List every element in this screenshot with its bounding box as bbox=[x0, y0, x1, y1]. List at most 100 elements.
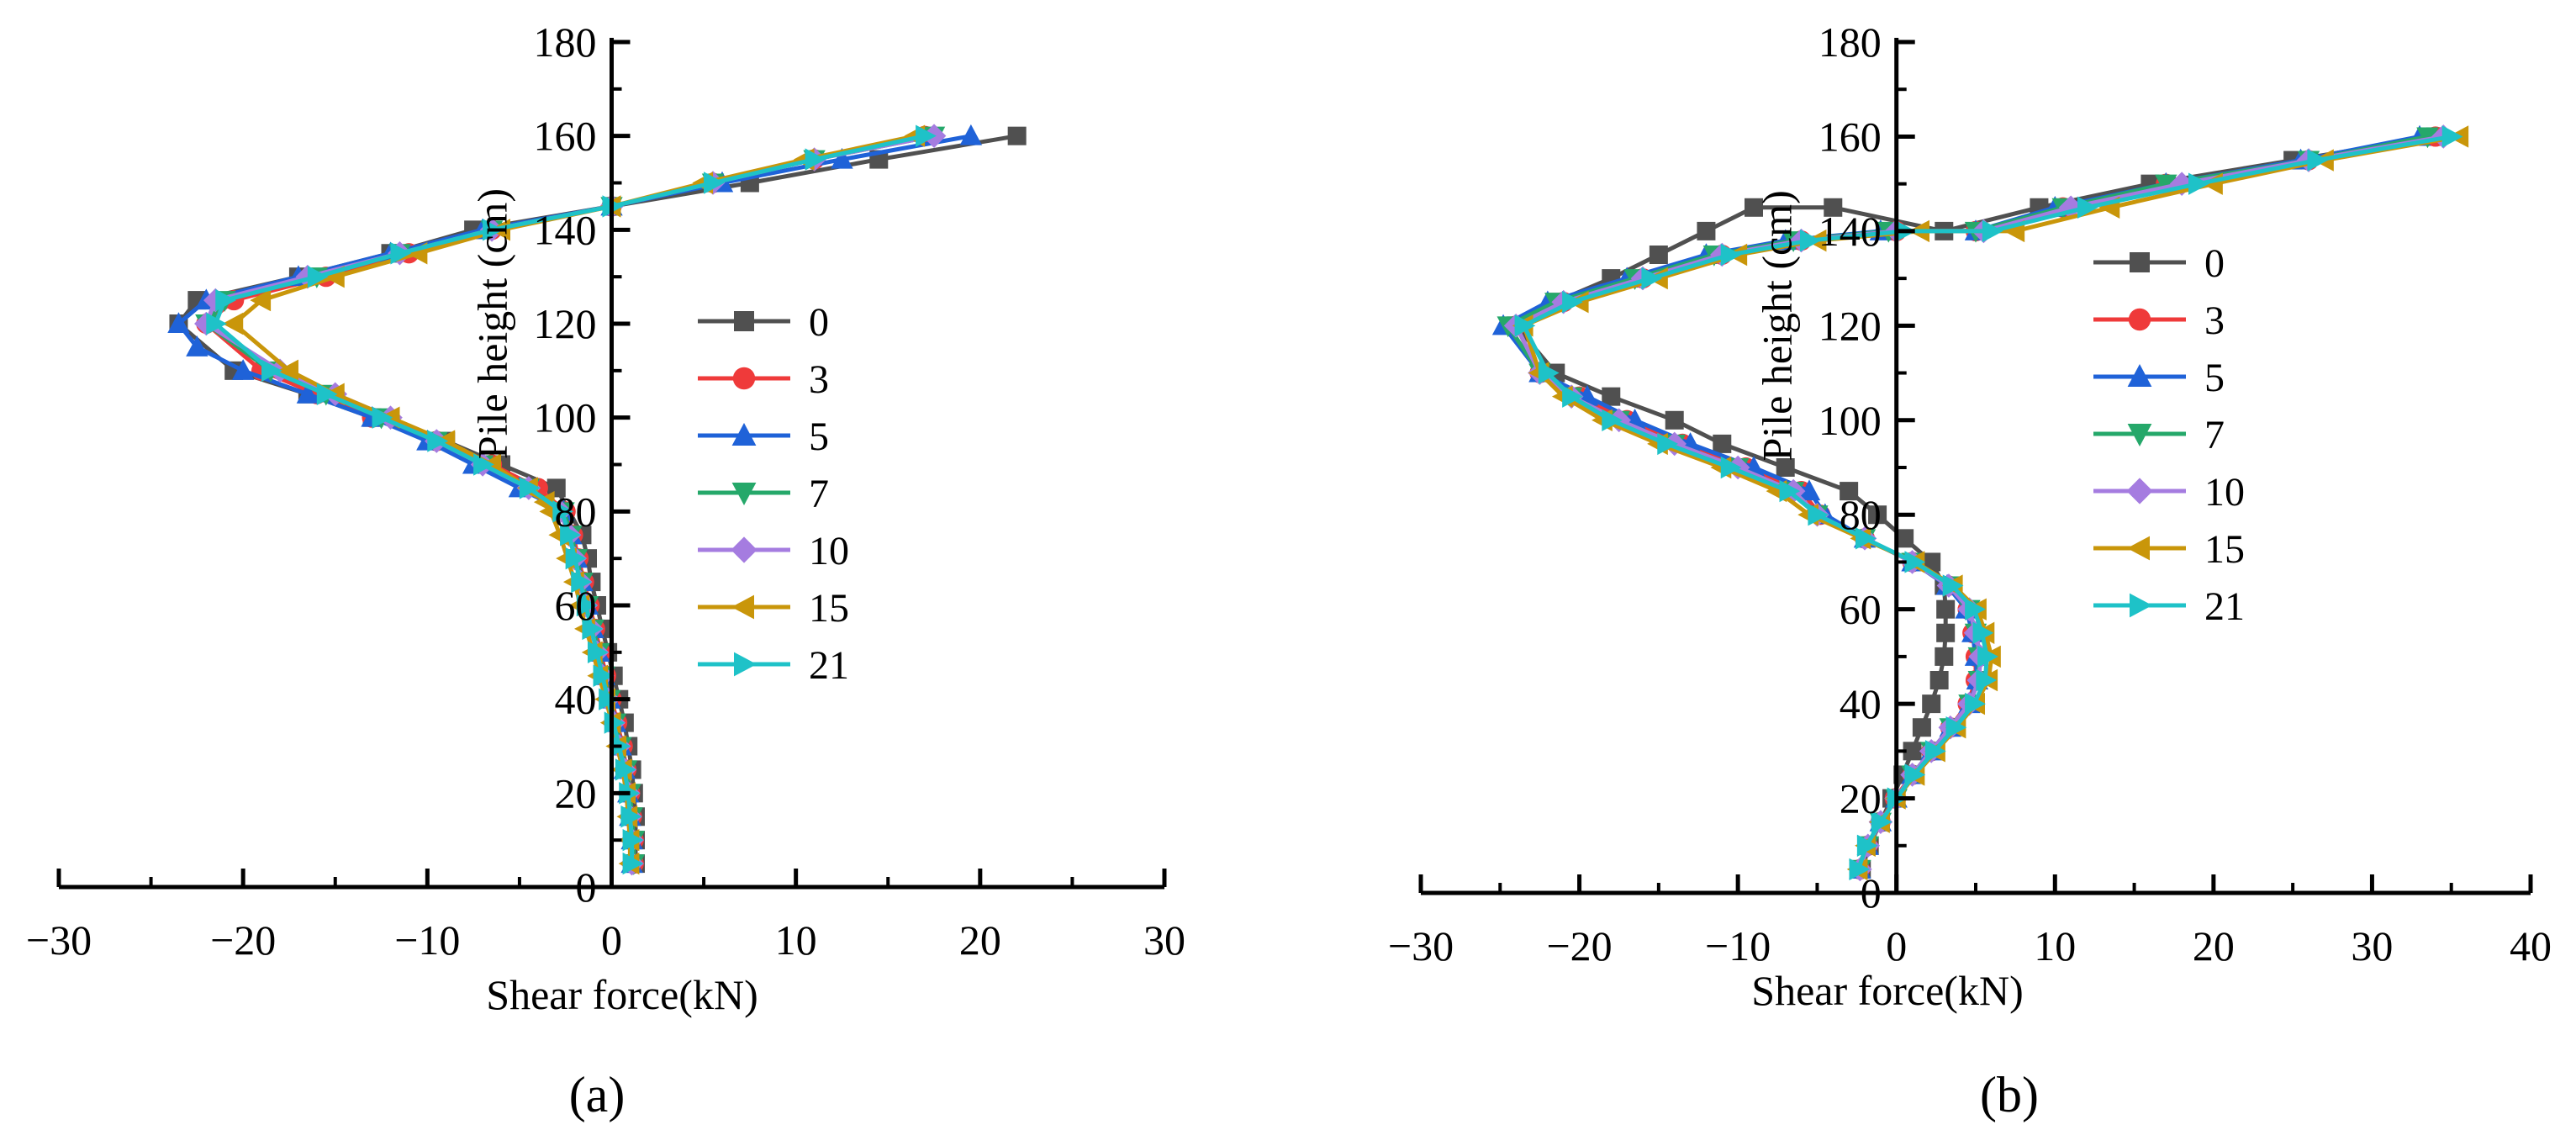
data-point-21-2 bbox=[620, 805, 642, 828]
data-point-21-1 bbox=[1856, 834, 1878, 857]
data-point-21-30 bbox=[916, 124, 937, 147]
series-line-0 bbox=[1513, 134, 2436, 870]
y-tick-label: 0 bbox=[1861, 869, 1882, 916]
legend-marker bbox=[731, 536, 757, 563]
data-point-21-13 bbox=[565, 547, 587, 570]
data-point-0-29 bbox=[1007, 126, 1027, 145]
legend-label: 21 bbox=[809, 643, 849, 688]
data-point-21-20 bbox=[316, 383, 338, 405]
x-axis: −30 −20 −10 0 10 20 30 40 bbox=[1388, 874, 2552, 969]
data-point-0-6 bbox=[1912, 718, 1931, 737]
panel-label-b: (b) bbox=[1980, 1067, 2039, 1122]
y-tick-label: 40 bbox=[555, 676, 597, 723]
data-point-5-16 bbox=[1797, 479, 1821, 501]
data-point-5-23 bbox=[167, 312, 190, 333]
data-point-21-15 bbox=[1808, 504, 1829, 526]
x-tick-label: 10 bbox=[2034, 922, 2076, 969]
data-point-21-6 bbox=[1945, 716, 1967, 739]
data-point-21-15 bbox=[552, 500, 574, 523]
data-point-0-16 bbox=[1840, 482, 1859, 501]
data-point-15-22 bbox=[277, 359, 298, 383]
legend-label: 0 bbox=[809, 300, 829, 345]
y-axis: 0 20 40 60 80 100 120 140 160 180 bbox=[1819, 18, 1915, 916]
data-point-21-11 bbox=[1965, 598, 1986, 621]
data-point-21-8 bbox=[593, 664, 615, 687]
series-5 bbox=[1491, 124, 2431, 879]
data-point-0-7 bbox=[1922, 694, 1941, 714]
legend-label: 3 bbox=[2204, 298, 2225, 343]
x-tick-label: −20 bbox=[1546, 922, 1612, 969]
data-point-21-13 bbox=[1904, 551, 1926, 573]
legend-label: 0 bbox=[2204, 241, 2225, 286]
legend-marker bbox=[734, 311, 754, 331]
data-point-0-19 bbox=[1665, 410, 1684, 430]
data-point-21-23 bbox=[1562, 291, 1583, 314]
x-tick-label: 10 bbox=[775, 916, 817, 964]
y-tick-label: 60 bbox=[555, 582, 597, 629]
legend-marker bbox=[2127, 424, 2152, 446]
y-tick-label: 160 bbox=[1819, 113, 1882, 160]
legend-marker bbox=[2126, 478, 2153, 504]
x-tick-label: −30 bbox=[1388, 922, 1454, 969]
data-point-0-27 bbox=[1745, 198, 1763, 217]
data-point-21-12 bbox=[571, 570, 592, 594]
legend-marker bbox=[2127, 364, 2152, 387]
legend-label: 5 bbox=[2204, 356, 2225, 400]
data-point-21-20 bbox=[1562, 385, 1583, 408]
legend-marker bbox=[2130, 593, 2152, 618]
data-point-5-22 bbox=[186, 335, 209, 356]
data-point-21-24 bbox=[307, 265, 329, 288]
y-tick-label: 120 bbox=[1819, 302, 1882, 349]
data-point-0-8 bbox=[1929, 671, 1949, 689]
y-tick-label: 40 bbox=[1840, 680, 1882, 727]
data-point-21-8 bbox=[1976, 668, 1998, 692]
data-point-21-28 bbox=[704, 172, 725, 194]
data-point-21-17 bbox=[1720, 456, 1742, 479]
x-tick-label: 40 bbox=[2510, 922, 2552, 969]
legend-label: 5 bbox=[809, 415, 829, 459]
series-21 bbox=[1514, 125, 2463, 881]
x-axis-label: Shear force(kN) bbox=[486, 971, 757, 1018]
y-axis-label: Pile height (cm) bbox=[1754, 190, 1801, 461]
data-point-7-30 bbox=[2155, 174, 2177, 196]
y-tick-label: 60 bbox=[1840, 586, 1882, 633]
series-0 bbox=[169, 126, 1027, 874]
legend-marker bbox=[731, 423, 757, 446]
data-point-0-25 bbox=[1649, 246, 1668, 264]
data-point-0-5 bbox=[1903, 742, 1922, 761]
legend-item-3: 3 bbox=[2093, 298, 2225, 343]
data-point-21-23 bbox=[215, 288, 236, 312]
x-tick-label: −30 bbox=[26, 916, 92, 964]
y-tick-label: 140 bbox=[1819, 208, 1882, 255]
legend-label: 21 bbox=[2204, 584, 2245, 629]
data-point-5-31 bbox=[959, 124, 983, 145]
legend-label: 10 bbox=[2204, 470, 2245, 515]
series-line-7 bbox=[1506, 134, 2428, 870]
panel-label-a: (a) bbox=[569, 1067, 626, 1122]
legend-marker bbox=[2130, 252, 2150, 272]
data-point-21-12 bbox=[1942, 574, 1964, 597]
legend-item-7: 7 bbox=[2093, 413, 2225, 457]
data-point-21-7 bbox=[1965, 692, 1986, 716]
legend-marker bbox=[734, 652, 757, 677]
data-point-21-4 bbox=[615, 758, 636, 781]
data-point-15-16 bbox=[533, 490, 555, 514]
legend-marker bbox=[732, 367, 756, 390]
data-point-0-9 bbox=[1935, 647, 1954, 666]
data-point-21-5 bbox=[1924, 740, 1946, 763]
data-point-0-17 bbox=[1776, 458, 1795, 477]
legend-marker bbox=[2128, 308, 2151, 331]
chart-panel-a: −30 −20 −10 0 10 20 30020406080100120140160180… bbox=[26, 18, 1185, 1018]
data-point-21-16 bbox=[519, 477, 541, 499]
data-point-21-10 bbox=[1972, 621, 1994, 644]
legend-label: 15 bbox=[2204, 527, 2245, 572]
x-tick-label: 0 bbox=[1886, 922, 1907, 969]
data-point-21-4 bbox=[1904, 763, 1926, 786]
data-point-5-30 bbox=[831, 147, 853, 169]
legend: 0 3 5 7 10 15 21 bbox=[698, 300, 849, 688]
data-point-21-26 bbox=[483, 219, 504, 241]
data-point-21-18 bbox=[1657, 432, 1679, 456]
data-point-21-18 bbox=[427, 430, 449, 452]
data-point-21-16 bbox=[1779, 479, 1801, 503]
